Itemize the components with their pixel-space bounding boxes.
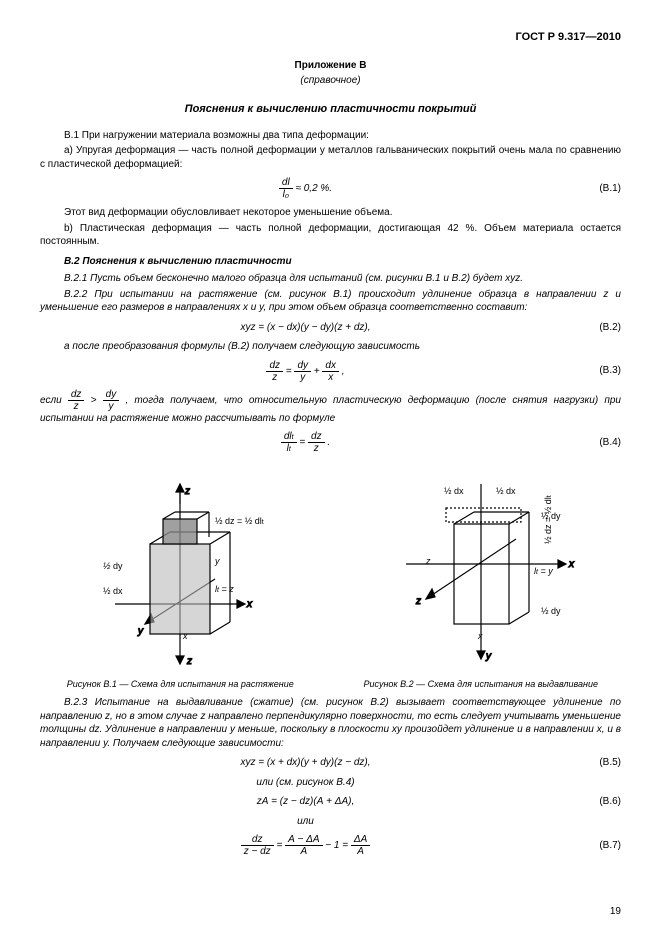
para-b22: B.2.2 При испытании на растяжение (см. р… [40, 288, 621, 315]
figure-b2-caption: Рисунок В.2 — Схема для испытания на выд… [341, 678, 622, 690]
appendix-subtitle: (справочное) [40, 74, 621, 88]
main-title: Пояснения к вычислению пластичности покр… [40, 102, 621, 117]
svg-text:x: x [246, 599, 253, 610]
eq1-num: dl [279, 177, 293, 189]
doc-header: ГОСТ Р 9.317—2010 [40, 30, 621, 45]
figure-b2-svg: x y z [366, 464, 596, 674]
figure-b2: x y z [341, 464, 622, 690]
equation-b2: xyz = (x − dx)(y − dy)(z + dz), (B.2) [40, 321, 621, 335]
ili1: или (см. рисунок В.4) [40, 776, 621, 790]
eq2-text: xyz = (x − dx)(y − dy)(z + dz), [40, 321, 571, 335]
svg-text:lt = y: lt = y [534, 566, 553, 576]
eq1-den: l₀ [279, 189, 293, 200]
page-number: 19 [610, 905, 621, 919]
equation-b1: dll₀ ≈ 0,2 %. (B.1) [40, 177, 621, 200]
figures-row: z x y [40, 464, 621, 690]
equation-b7: dzz − dz = А − ΔАА − 1 = ΔАА (B.7) [40, 834, 621, 857]
equation-b5: xyz = (x + dx)(y + dy)(z − dz), (B.5) [40, 756, 621, 770]
svg-text:z: z [184, 486, 190, 497]
svg-text:½ dx: ½ dx [496, 486, 516, 496]
equation-b4: dltlt = dzz . (B.4) [40, 431, 621, 454]
eq4-number: (B.4) [571, 436, 621, 450]
svg-text:½ dz = ½ dlt: ½ dz = ½ dlt [215, 516, 264, 526]
svg-text:y: y [485, 651, 492, 662]
eq3-number: (B.3) [571, 364, 621, 378]
svg-text:z: z [186, 656, 192, 667]
svg-text:z: z [415, 596, 421, 607]
appendix-title: Приложение В [40, 59, 621, 73]
section-b2: В.2 Пояснения к вычислению пластичности [40, 255, 621, 269]
svg-text:½ dx: ½ dx [103, 586, 123, 596]
eq1-rhs: ≈ 0,2 %. [293, 183, 332, 194]
eq6-text: zА = (z − dz)(А + ΔА), [40, 795, 571, 809]
page: ГОСТ Р 9.317—2010 Приложение В (справочн… [0, 0, 661, 936]
svg-text:lt = z: lt = z [215, 584, 234, 594]
svg-text:y: y [137, 626, 144, 637]
svg-text:x: x [477, 631, 483, 641]
eq1-number: (B.1) [571, 182, 621, 196]
eq5-number: (B.5) [571, 756, 621, 770]
figure-b1-caption: Рисунок В.1 — Схема для испытания на рас… [40, 678, 321, 690]
eq5-text: xyz = (x + dx)(y + dy)(z − dz), [40, 756, 571, 770]
svg-text:x: x [568, 559, 575, 570]
svg-text:½ dy: ½ dy [541, 606, 561, 616]
para-a1: a) Упругая деформация — часть полной деф… [40, 144, 621, 171]
para-b21: B.2.1 Пусть объем бесконечно малого обра… [40, 272, 621, 286]
para-b1: В.1 При нагружении материала возможны дв… [40, 129, 621, 143]
para-after-eq1b: b) Пластическая деформация — часть полно… [40, 222, 621, 249]
para-b23: B.2.3 Испытание на выдавливание (сжатие)… [40, 696, 621, 750]
para-after-eq2: а после преобразования формулы (В.2) пол… [40, 340, 621, 354]
svg-text:½ dz = ½ dlt: ½ dz = ½ dlt [543, 495, 553, 544]
figure-b1-svg: z x y [75, 464, 285, 674]
equation-b3: dzz = dyy + dxx , (B.3) [40, 360, 621, 383]
eq6-number: (B.6) [571, 795, 621, 809]
ili2: или [40, 815, 621, 829]
eq7-number: (B.7) [571, 839, 621, 853]
svg-text:½ dy: ½ dy [103, 561, 123, 571]
figure-b1: z x y [40, 464, 321, 690]
svg-text:½ dx: ½ dx [444, 486, 464, 496]
svg-text:y: y [214, 556, 220, 566]
svg-text:x: x [182, 631, 188, 641]
eq2-number: (B.2) [571, 321, 621, 335]
para-after-eq1a: Этот вид деформации обусловливает некото… [40, 206, 621, 220]
svg-text:z: z [425, 556, 431, 566]
equation-b6: zА = (z − dz)(А + ΔА), (B.6) [40, 795, 621, 809]
para-after-eq3: если dzz > dyy , тогда получаем, что отн… [40, 389, 621, 426]
